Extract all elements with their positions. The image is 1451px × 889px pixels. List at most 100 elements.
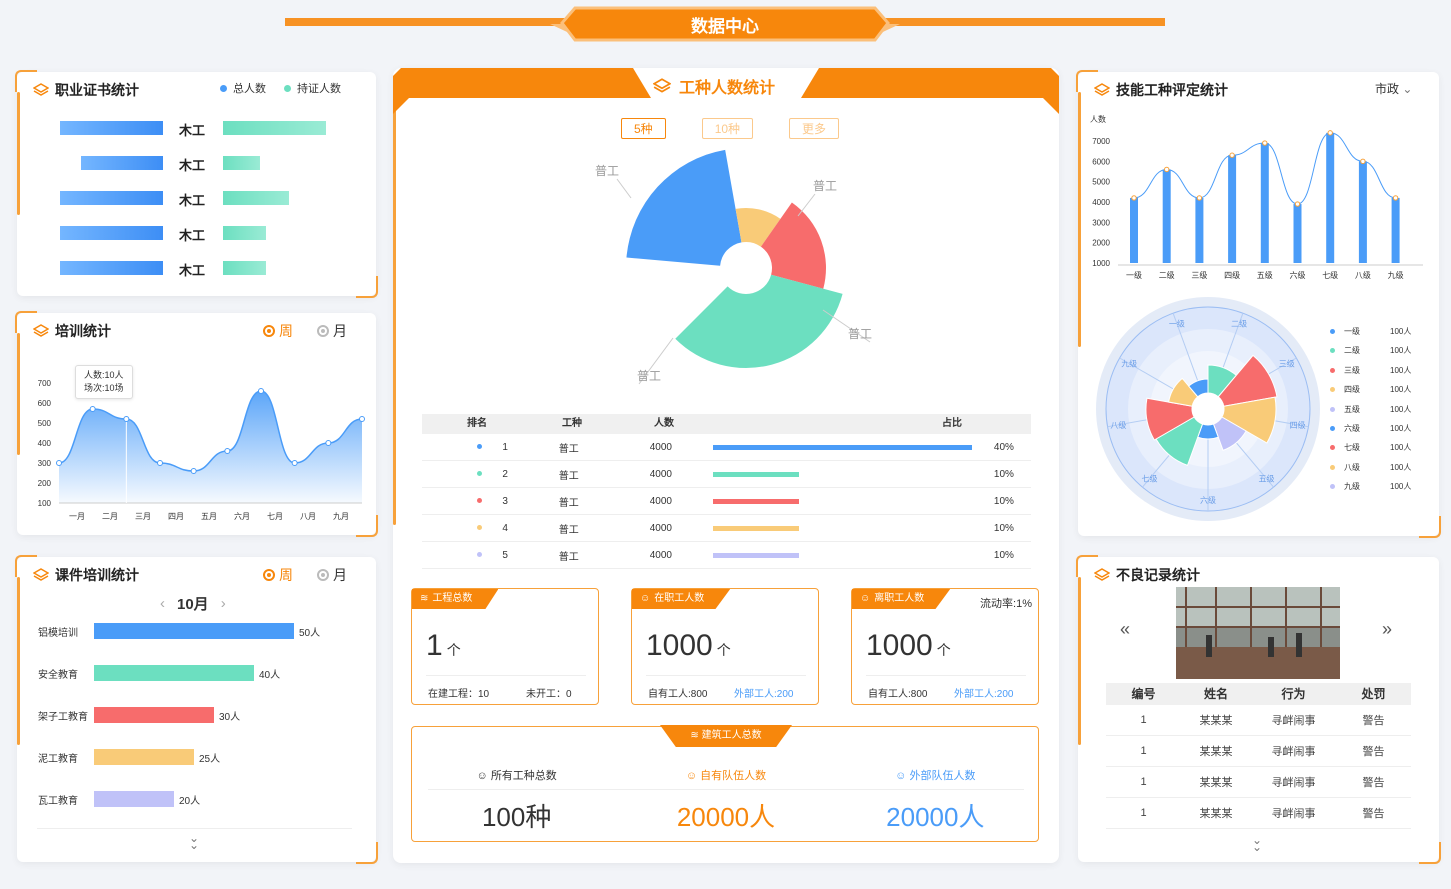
cert-bar-total (80, 156, 163, 170)
legend-dot (1330, 329, 1335, 334)
user-icon: ☺ (640, 593, 651, 604)
table-row: 4 普工 4000 10% (422, 515, 1031, 542)
name-cell: 某某某 (1199, 808, 1233, 820)
course-toggle-week[interactable]: 周 (263, 565, 293, 585)
ratio-bar-track (713, 552, 972, 558)
skill-bar (1326, 132, 1335, 263)
legend-dot (1330, 367, 1335, 373)
course-row-bar (94, 623, 294, 639)
rank-cell: 4 (502, 522, 508, 534)
y-tick: 6000 (1092, 157, 1110, 166)
cert-bar-total (60, 226, 163, 240)
header-decoration (285, 6, 1165, 42)
table-row: 1 某某某 寻衅闹事 警告 (1106, 798, 1411, 829)
training-chart: 700 600 500 400 300 200 100 一月 二月 三月 四月 五月 六月 七月 八月 九月 (38, 379, 365, 521)
builders-labels: ☺ 所有工种总数 ☺ 自有队伍人数 ☺ 外部队伍人数 (476, 770, 976, 782)
cert-row-label: 木工 (179, 263, 206, 278)
training-point (157, 460, 163, 466)
radar-label: 二级 (1231, 318, 1247, 328)
course-row-bar (94, 749, 194, 765)
skill-bar (1130, 197, 1138, 263)
builders-value-ext: 20000人 (886, 802, 985, 832)
chevron-double-down-icon[interactable]: ⌄ ⌄ (189, 831, 200, 852)
cert-row-label: 木工 (179, 123, 206, 138)
y-tick: 300 (38, 459, 52, 468)
chevron-double-right-icon[interactable]: » (1382, 619, 1393, 639)
pun-cell: 警告 (1362, 746, 1385, 758)
employed-sub1: 自有工人:800 (648, 689, 708, 700)
table-row: 1 普工 4000 40% (422, 434, 1031, 461)
ratio-bar-track (713, 525, 972, 531)
x-tick: 一月 (69, 512, 85, 521)
ratio-cell: 10% (993, 468, 1014, 480)
bad-table-header: 编号 姓名 行为 处罚 (1106, 683, 1411, 705)
cert-row-label: 木工 (179, 193, 206, 208)
training-point (258, 388, 264, 394)
pun-cell: 警告 (1362, 777, 1385, 789)
course-title: 课件培训统计 (33, 565, 139, 585)
training-toggle-week[interactable]: 周 (263, 321, 293, 341)
act-cell: 寻衅闹事 (1271, 777, 1316, 789)
skill-bar (1195, 197, 1204, 263)
chevron-right-icon[interactable]: › (220, 595, 226, 612)
y-tick: 5000 (1092, 178, 1110, 187)
tab-5[interactable]: 5种 (621, 118, 666, 139)
skill-bar (1358, 161, 1367, 263)
skill-select[interactable]: 市政 ⌄ (1375, 82, 1413, 96)
legend-dot (1330, 406, 1335, 412)
center-header-decoration (393, 68, 1059, 114)
ratio-bar-track (713, 444, 972, 450)
projects-tag: ≋ 工程总数 (412, 589, 499, 609)
legend-value: 100人 (1390, 327, 1412, 336)
chevron-left-icon[interactable]: ‹ (160, 595, 165, 612)
course-row-value: 20人 (179, 796, 201, 807)
tab-more[interactable]: 更多 (789, 118, 840, 139)
legend-name: 二级 (1344, 346, 1360, 356)
training-title: 培训统计 (33, 321, 111, 341)
cert-card: 职业证书统计 总人数 持证人数 木工 木工 木工 木工 木工 (15, 70, 378, 298)
legend-value: 100人 (1390, 385, 1412, 395)
radar-label: 七级 (1142, 474, 1158, 484)
layers-icon: ≋ (420, 593, 429, 604)
x-tick: 三月 (135, 512, 151, 521)
radar-label: 六级 (1200, 495, 1216, 505)
chevron-double-down-icon[interactable]: ⌄ ⌄ (1252, 833, 1263, 854)
chevron-double-left-icon[interactable]: « (1120, 619, 1131, 639)
employed-value: 1000 (646, 629, 713, 662)
skill-bar-chart: 人数 7000 6000 5000 4000 3000 2000 1000 一级 二级 三级 四级 五级… (1090, 114, 1423, 280)
skill-point (1360, 158, 1366, 165)
rank-cell: 1 (502, 441, 508, 453)
legend-dot (1330, 426, 1335, 431)
rank-cell: 5 (502, 549, 508, 561)
pie-slice (675, 274, 843, 369)
legend-dot (1330, 464, 1335, 470)
type-cell: 普工 (558, 524, 579, 536)
training-toggle-month[interactable]: 月 (317, 321, 347, 341)
legend-item: 七级 100人 (1330, 442, 1420, 453)
skill-title: 技能工种评定统计 (1094, 80, 1228, 100)
tab-10[interactable]: 10种 (701, 118, 754, 139)
count-cell: 4000 (649, 441, 672, 453)
builders-value-own: 20000人 (676, 802, 776, 832)
ratio-bar-fill (713, 444, 972, 450)
skill-point (1229, 152, 1235, 158)
legend-value: 100人 (1390, 346, 1412, 356)
skill-bar (1162, 169, 1171, 263)
cert-title: 职业证书统计 (33, 80, 139, 100)
cert-bar-certified (223, 226, 267, 240)
table-row: 1 某某某 寻衅闹事 警告 (1106, 736, 1411, 767)
course-toggle-month[interactable]: 月 (317, 565, 347, 585)
training-point (190, 468, 197, 474)
x-tick: 二月 (102, 512, 118, 521)
pun-cell: 警告 (1362, 715, 1385, 727)
legend-item: 六级 100人 (1330, 423, 1420, 434)
worktype-table: 排名 工种 人数 占比 1 普工 4000 40% 2 普工 4000 10% 3 普工 4000 1… (422, 414, 1031, 569)
radar-label: 八级 (1110, 420, 1126, 430)
y-axis-title: 人数 (1090, 114, 1106, 124)
pie-slice (626, 149, 742, 266)
table-row: 5 普工 4000 10% (422, 542, 1031, 569)
projects-value: 1 (426, 629, 443, 662)
